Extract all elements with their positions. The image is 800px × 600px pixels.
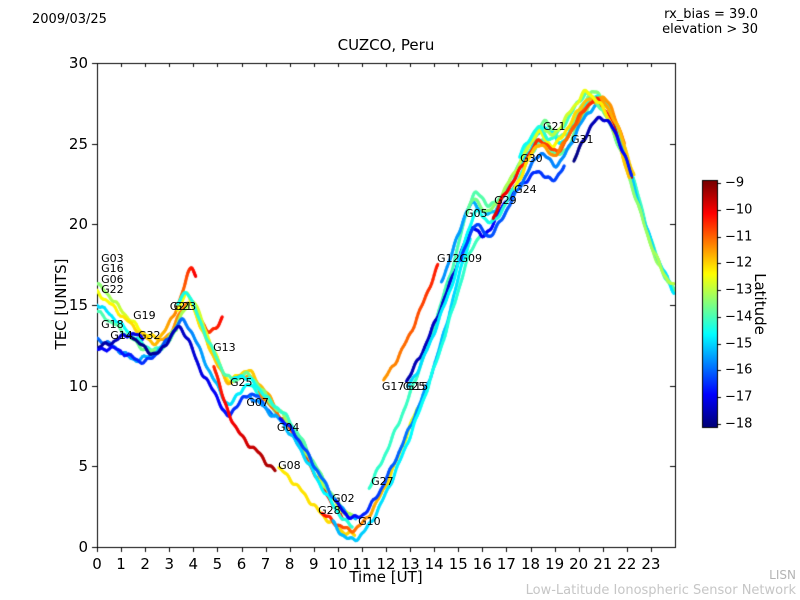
y-tick-label: 5: [78, 457, 88, 476]
x-tick-label: 12: [376, 555, 396, 573]
satellite-label: G07: [246, 395, 269, 409]
colorbar-tick-label: −9: [725, 175, 745, 191]
colorbar-tick-label: −11: [725, 229, 753, 245]
satellite-label: G03: [101, 252, 124, 266]
satellite-label: G31: [570, 132, 594, 146]
chart-title: CUZCO, Peru: [337, 36, 435, 54]
satellite-label: G30: [520, 152, 543, 166]
x-tick-label: 18: [520, 555, 541, 573]
satellite-label: G22: [101, 282, 124, 296]
x-tick-label: 17: [496, 555, 516, 573]
x-tick-label: 1: [116, 555, 126, 573]
colorbar-tick-label: −12: [725, 255, 753, 271]
satellite-label: G17: [381, 379, 405, 393]
x-tick-label: 14: [424, 555, 444, 573]
satellite-label: G25: [402, 379, 426, 393]
satellite-label: G18: [101, 318, 124, 332]
satellite-label: G14: [110, 329, 133, 343]
colorbar-tick-label: −10: [725, 202, 753, 218]
satellite-label: G09: [459, 252, 482, 266]
x-tick-label: 2: [140, 555, 150, 573]
satellite-label: G06: [101, 273, 124, 287]
satellite-label: G29: [494, 193, 517, 207]
satellite-label: G04: [276, 421, 300, 435]
x-tick-label: 3: [164, 555, 175, 573]
y-tick-label: 0: [78, 538, 88, 556]
satellite-label: G25: [229, 376, 253, 390]
x-tick-label: 8: [284, 555, 295, 573]
colorbar-tick-label: −18: [725, 416, 753, 432]
x-tick-label: 5: [212, 555, 223, 573]
x-tick-label: 15: [448, 555, 468, 573]
x-tick-label: 20: [569, 555, 589, 573]
satellite-label: G28: [318, 503, 341, 517]
satellite-label: G24: [514, 182, 537, 196]
x-tick-label: 22: [617, 555, 637, 573]
watermark-network-name: Low-Latitude Ionospheric Sensor Network: [525, 583, 796, 598]
x-tick-label: 6: [236, 555, 247, 573]
satellite-label: G16: [101, 261, 124, 275]
satellite-label: G21: [169, 300, 193, 314]
satellite-label: G08: [278, 458, 301, 472]
x-tick-label: 19: [545, 555, 565, 573]
x-tick-label: 10: [328, 555, 348, 573]
colorbar-tick-label: −13: [725, 282, 753, 298]
y-axis-label: TEC [UNITS]: [52, 258, 70, 350]
watermark-lisn: LISN: [769, 568, 796, 582]
x-tick-label: 9: [308, 555, 319, 573]
x-tick-label: 16: [472, 555, 492, 573]
x-tick-label: 11: [352, 555, 372, 573]
satellite-label: G02: [332, 492, 355, 506]
x-tick-label: 23: [641, 555, 661, 573]
colorbar-tick-label: −16: [725, 362, 753, 378]
y-tick-label: 10: [68, 376, 88, 395]
satellite-label: G12: [437, 252, 460, 266]
colorbar-tick-label: −14: [725, 309, 753, 325]
x-tick-label: 0: [92, 555, 102, 573]
colorbar-tick-label: −15: [725, 336, 753, 352]
colorbar-tick-label: −17: [725, 389, 753, 405]
colorbar-label: Latitude: [751, 273, 769, 335]
satellite-label: G23: [173, 300, 197, 314]
y-tick-label: 20: [68, 215, 88, 234]
elevation-label: elevation > 30: [662, 22, 758, 37]
y-tick-label: 30: [68, 54, 88, 72]
satellite-label: G15: [405, 379, 429, 393]
satellite-label: G27: [371, 474, 394, 488]
x-tick-label: 13: [400, 555, 420, 573]
date-label: 2009/03/25: [32, 12, 107, 27]
satellite-label: G13: [213, 340, 236, 354]
x-tick-label: 4: [188, 555, 199, 573]
y-tick-label: 25: [68, 134, 88, 153]
satellite-label: G10: [358, 515, 381, 529]
x-axis-label: Time [UT]: [349, 568, 423, 586]
x-tick-label: 21: [593, 555, 613, 573]
satellite-label: G05: [464, 206, 488, 220]
rx-bias-label: rx_bias = 39.0: [664, 7, 758, 22]
x-tick-label: 7: [260, 555, 271, 573]
satellite-label: G21: [543, 119, 566, 133]
satellite-label: G19: [133, 308, 156, 322]
satellite-label: G32: [137, 329, 161, 343]
y-tick-label: 15: [68, 296, 88, 314]
